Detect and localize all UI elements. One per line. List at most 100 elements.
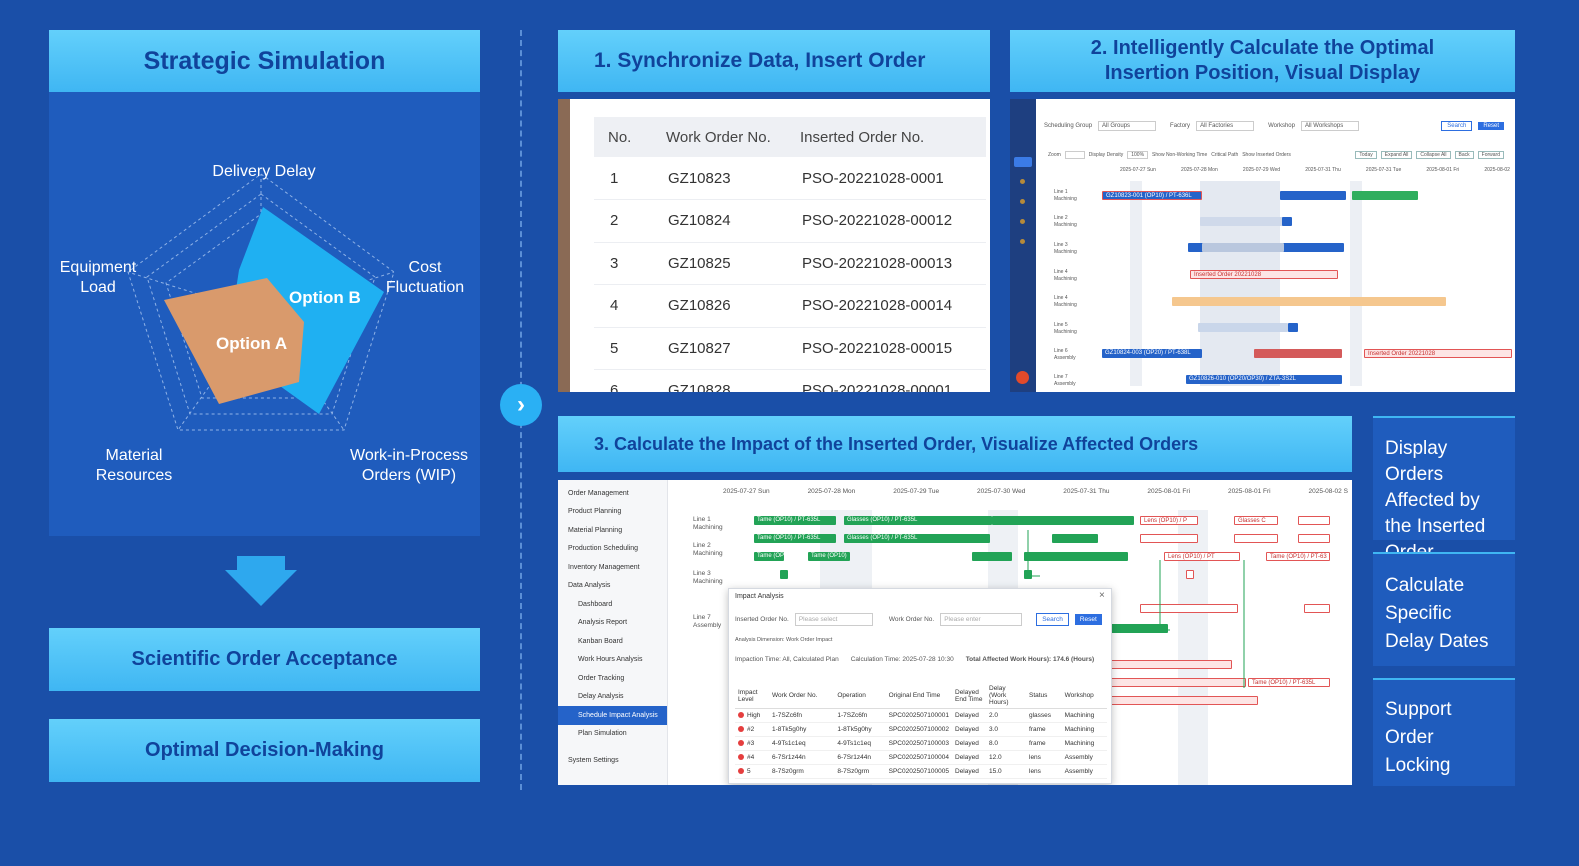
critical-path-checkbox[interactable]: Critical Path [1211, 152, 1239, 158]
sidebar-item-production-scheduling[interactable]: Production Scheduling [568, 545, 639, 553]
gantt-bar[interactable]: GZ10826-010 (OP20/OP30) / ZTA-3S2L [1186, 375, 1342, 384]
sidebar-item-system-settings[interactable]: System Settings [568, 756, 619, 764]
gantt-bar[interactable] [1108, 624, 1168, 633]
sidebar-item-product-planning[interactable]: Product Planning [568, 508, 622, 516]
sidebar-item-material-planning[interactable]: Material Planning [568, 526, 623, 534]
gantt-bar[interactable]: Tame (OP10) / PT-635L [754, 516, 836, 525]
work-order-input[interactable]: Please enter [940, 613, 1023, 626]
table-row[interactable]: 6 GZ10828 PSO-20221028-00001 [594, 369, 986, 392]
total-affected-hours: Total Affected Work Hours): 174.6 (Hours… [965, 656, 1095, 663]
sidebar-item-dashboard[interactable]: Dashboard [578, 600, 613, 608]
gantt-bar[interactable] [1352, 191, 1418, 200]
sidebar-item-data-analysis[interactable]: Data Analysis [568, 582, 611, 590]
sidebar-item-analysis-report[interactable]: Analysis Report [578, 619, 628, 627]
next-arrow-button[interactable]: › [500, 384, 542, 426]
affected-order-bar[interactable] [1186, 570, 1194, 579]
sidebar-item-work-hours-analysis[interactable]: Work Hours Analysis [578, 656, 643, 664]
gantt-bar[interactable]: Tame (OP10) / PT-635L [754, 534, 836, 543]
gantt-bar[interactable] [972, 552, 1012, 561]
inserted-order-bar[interactable]: Inserted Order 20221028 [1190, 270, 1338, 279]
line-label: Line 3 Machining [1054, 242, 1077, 255]
table-row[interactable]: 3 GZ10825 PSO-20221028-00013 [594, 242, 986, 285]
gantt-bar[interactable]: GZ10823-001 (OP10) / PT-636L [1102, 191, 1202, 200]
nav-dot-icon[interactable] [1020, 219, 1025, 224]
affected-order-bar[interactable]: Glasses C [1234, 516, 1278, 525]
table-row[interactable]: #4 6-7Sr1z44n 6-7Sr1z44n SPC020250710000… [735, 750, 1107, 765]
sidebar-item-schedule-impact-analysis[interactable]: Schedule Impact Analysis [558, 706, 667, 725]
back-button[interactable]: Back [1454, 151, 1474, 159]
gantt-bar[interactable] [780, 570, 788, 579]
table-row[interactable]: 1 GZ10823 PSO-20221028-0001 [594, 157, 986, 200]
forward-button[interactable]: Forward [1477, 151, 1504, 159]
nav-dot-icon[interactable] [1020, 199, 1025, 204]
avatar[interactable] [1016, 371, 1029, 384]
gantt-bar[interactable] [1202, 243, 1284, 252]
table-row[interactable]: #2 1-8Tk5g0hy 1-8Tk5g0hy SPC020250710000… [735, 722, 1107, 737]
table-row[interactable]: 4 GZ10826 PSO-20221028-00014 [594, 284, 986, 328]
sidebar-item-order-management[interactable]: Order Management [568, 489, 629, 497]
affected-order-bar[interactable]: Tame (OP10) / PT-635L [1248, 678, 1330, 687]
affected-order-bar[interactable] [1140, 604, 1238, 613]
gantt-bar[interactable] [1254, 349, 1342, 358]
affected-order-bar[interactable] [1140, 534, 1198, 543]
zoom-select[interactable] [1064, 151, 1085, 159]
sidebar-item-inventory-management[interactable]: Inventory Management [568, 563, 640, 571]
affected-order-bar[interactable] [1298, 534, 1330, 543]
today-button[interactable]: Today [1355, 151, 1377, 159]
inserted-orders-checkbox[interactable]: Show Inserted Orders [1242, 152, 1291, 158]
dialog-reset-button[interactable]: Reset [1074, 614, 1102, 625]
table-row[interactable]: High 1-7SZc6fn 1-7SZc6fn SPC020250710000… [735, 708, 1107, 723]
reset-button[interactable]: Reset [1478, 122, 1504, 130]
table-row[interactable]: 2 GZ10824 PSO-20221028-00012 [594, 199, 986, 243]
cell-no: 4 [594, 284, 652, 328]
gantt-bar[interactable] [1024, 552, 1128, 561]
sidebar-item-plan-simulation[interactable]: Plan Simulation [578, 730, 627, 738]
gantt-bar[interactable]: Tame (OP1L [754, 552, 784, 561]
expand-all-button[interactable]: Expand All [1380, 151, 1413, 159]
gantt-bar[interactable] [1282, 217, 1292, 226]
nav-active-item[interactable] [1014, 157, 1032, 167]
inserted-order-select[interactable]: Please select [794, 613, 873, 626]
close-icon[interactable]: × [1099, 590, 1105, 601]
non-working-checkbox[interactable]: Show Non-Working Time [1152, 152, 1208, 158]
table-row[interactable]: 5 GZ10827 PSO-20221028-00015 [594, 327, 986, 370]
gantt-bar[interactable] [1198, 323, 1288, 332]
gantt-bar[interactable]: Glasses (OP10) / PT-635L [844, 516, 992, 525]
affected-order-bar[interactable] [1298, 516, 1330, 525]
sidebar-item-order-tracking[interactable]: Order Tracking [578, 674, 625, 682]
affected-order-bar[interactable]: Lens (OP10) / PT [1164, 552, 1240, 561]
gantt-bar[interactable] [1288, 323, 1298, 332]
affected-order-bar[interactable] [1234, 534, 1278, 543]
cell-original-end: SPC0202507100005 [885, 764, 952, 779]
gantt-bar[interactable]: Glasses (OP10) / PT-635L [844, 534, 990, 543]
group-select[interactable]: All Groups [1098, 121, 1157, 131]
sidebar-item-kanban-board[interactable]: Kanban Board [578, 637, 623, 645]
factory-select[interactable]: All Factories [1196, 121, 1255, 131]
gantt-bar[interactable] [1172, 297, 1446, 306]
cell-impact: High [735, 708, 769, 723]
sidebar-item-delay-analysis[interactable]: Delay Analysis [578, 693, 624, 701]
nav-dot-icon[interactable] [1020, 179, 1025, 184]
table-row[interactable]: 5 8-7Sz0grm 8-7Sz0grm SPC0202507100005 D… [735, 764, 1107, 779]
gantt-bar[interactable]: Tame (OP10) [808, 552, 850, 561]
nav-dot-icon[interactable] [1020, 239, 1025, 244]
gantt-bar[interactable]: GZ10824-003 (OP20) / PT-638L [1102, 349, 1202, 358]
gantt-bar[interactable] [1280, 191, 1346, 200]
affected-order-bar[interactable]: Tame (OP10) / PT-63 [1266, 552, 1330, 561]
density-select[interactable]: 100% [1127, 151, 1149, 159]
gantt-bar[interactable] [992, 516, 1134, 525]
search-button[interactable]: Search [1441, 121, 1473, 131]
date-label: 2025-08-02 S [1308, 488, 1348, 495]
table-row[interactable]: #3 4-9Ts1c1eq 4-9Ts1c1eq SPC020250710000… [735, 736, 1107, 751]
gantt-bar[interactable] [1200, 217, 1290, 226]
affected-order-bar[interactable] [1304, 604, 1330, 613]
collapse-all-button[interactable]: Collapse All [1416, 151, 1451, 159]
app-sidebar: Order Management Product Planning Materi… [558, 480, 668, 785]
cell-impact: 5 [735, 764, 769, 779]
gantt-date-header: 2025-07-27 Sun 2025-07-28 Mon 2025-07-29… [1120, 167, 1510, 177]
dialog-search-button[interactable]: Search [1036, 613, 1069, 626]
affected-order-bar[interactable]: Lens (OP10) / P [1140, 516, 1198, 525]
inserted-order-bar[interactable]: Inserted Order 20221028 [1364, 349, 1512, 358]
gantt-bar[interactable] [1052, 534, 1098, 543]
workshop-select[interactable]: All Workshops [1300, 121, 1359, 131]
